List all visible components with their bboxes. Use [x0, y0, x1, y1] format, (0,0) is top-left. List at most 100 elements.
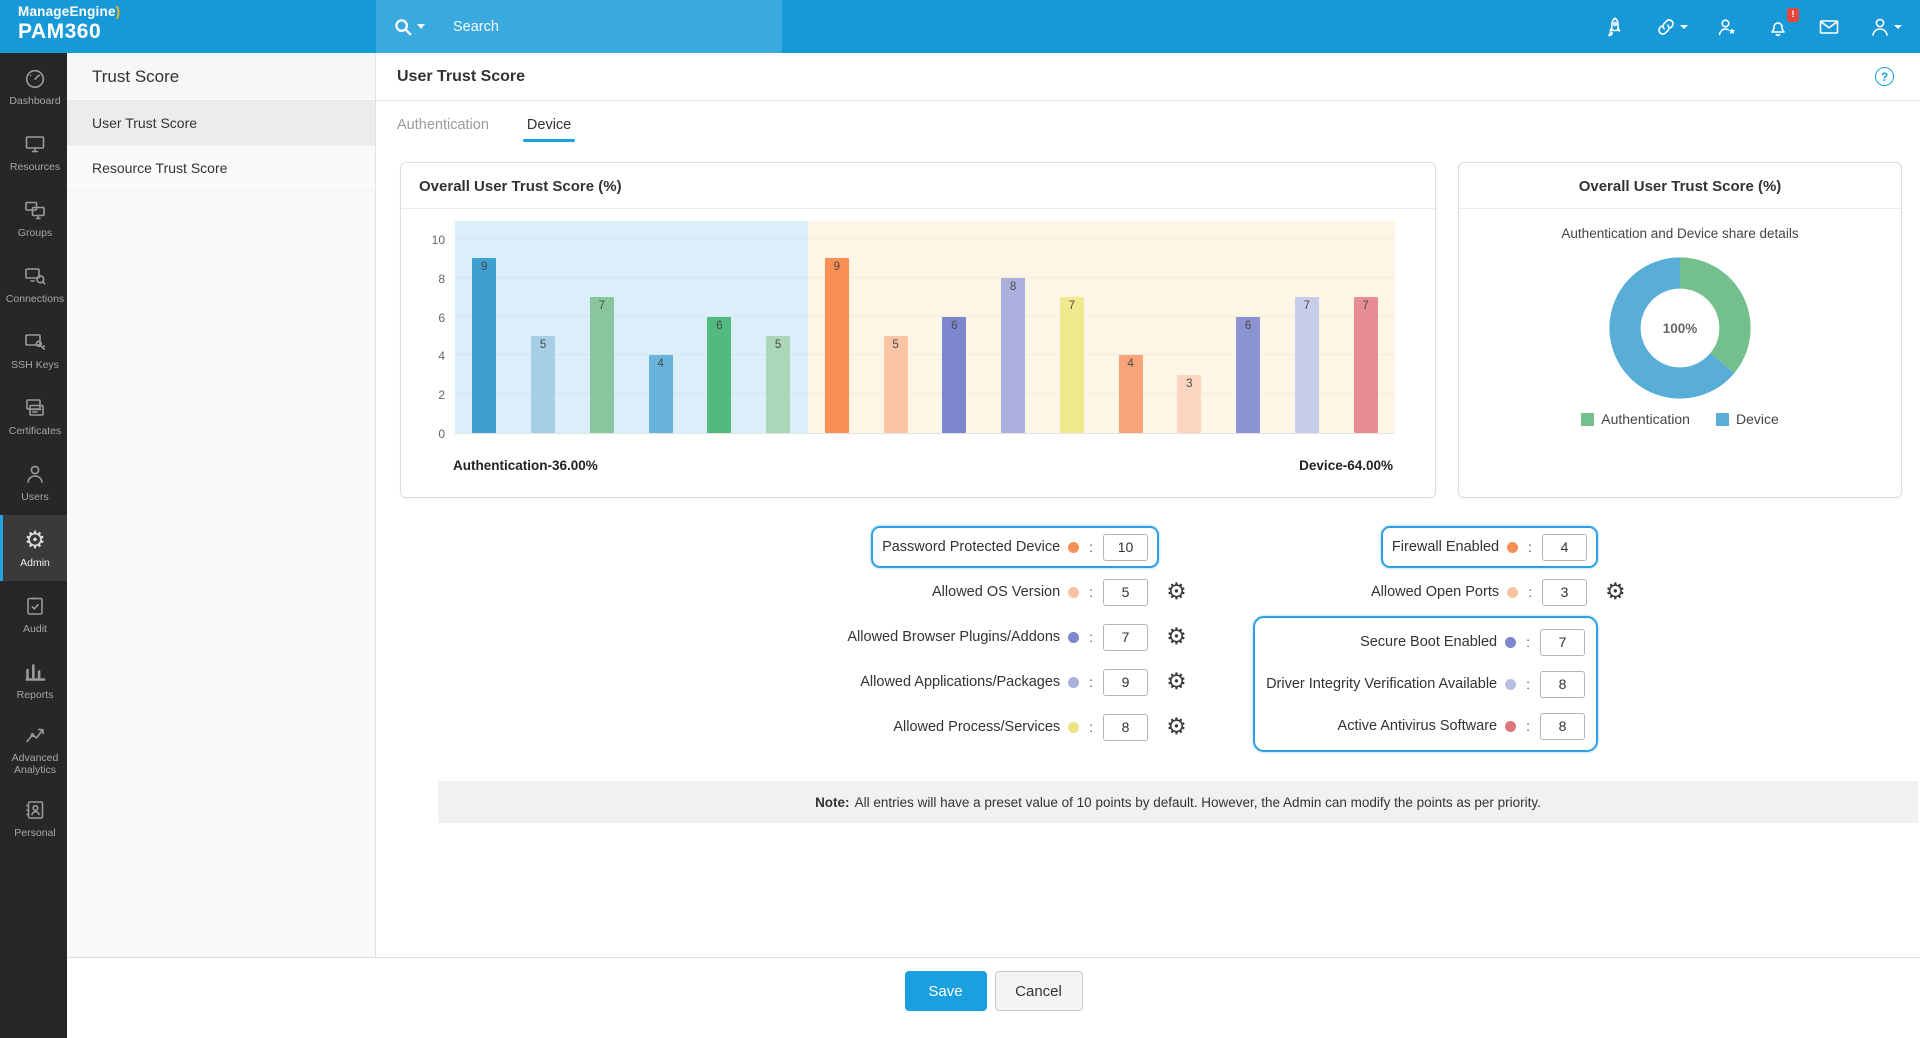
sidebar-item-label: Personal — [14, 827, 56, 840]
search-scope-caret-icon[interactable] — [417, 24, 425, 29]
legend-item-device: Device — [1715, 411, 1779, 427]
brand-logo[interactable]: ManageEngine) PAM360 — [18, 4, 121, 43]
points-input-allowed-os-version[interactable] — [1103, 578, 1149, 606]
row-box-allowed-process-services: Allowed Process/Services: — [882, 706, 1159, 748]
cancel-button[interactable]: Cancel — [994, 971, 1083, 1011]
row-box-allowed-open-ports: Allowed Open Ports: — [1360, 571, 1598, 613]
sidebar-item-dashboard[interactable]: Dashboard — [0, 53, 67, 119]
field-label-secure-boot-enabled: Secure Boot Enabled — [1360, 634, 1498, 650]
rocket-icon — [1603, 15, 1627, 39]
gear-slot: ⚙ — [1159, 623, 1193, 650]
sidebar-item-certificates[interactable]: Certificates — [0, 383, 67, 449]
divider — [1459, 208, 1901, 209]
gridline — [455, 393, 1395, 395]
points-input-active-antivirus-software[interactable] — [1540, 712, 1585, 740]
bar-value-label: 7 — [598, 300, 606, 313]
sidebar-item-resources[interactable]: Resources — [0, 119, 67, 185]
footer-bar: Save Cancel — [67, 957, 1920, 1038]
category-dot-icon — [1505, 678, 1517, 690]
rocket-icon[interactable] — [1603, 15, 1627, 39]
tab-authentication[interactable]: Authentication — [397, 117, 489, 133]
legend-label: Authentication — [1601, 411, 1690, 427]
brand-line2: PAM360 — [18, 19, 102, 43]
points-input-firewall-enabled[interactable] — [1542, 533, 1587, 561]
settings-gear-icon-allowed-browser-plugins-addons[interactable]: ⚙ — [1166, 623, 1187, 650]
points-input-allowed-browser-plugins-addons[interactable] — [1103, 623, 1149, 651]
donut-legend: Authentication Device — [1459, 411, 1901, 427]
field-label-allowed-browser-plugins-addons: Allowed Browser Plugins/Addons — [847, 629, 1061, 645]
bar-value-label: 5 — [539, 339, 547, 351]
global-search[interactable] — [376, 0, 782, 53]
sidebar-item-users[interactable]: Users — [0, 449, 67, 515]
y-axis-labels: 0 2 4 6 8 10 — [411, 221, 455, 441]
nav-item-user-trust-score[interactable]: User Trust Score — [67, 101, 375, 146]
gridline — [455, 238, 1395, 239]
points-input-allowed-process-services[interactable] — [1103, 713, 1149, 741]
search-icon[interactable] — [392, 16, 414, 38]
tabs-bar: Authentication Device — [376, 101, 1920, 146]
settings-gear-icon-allowed-os-version[interactable]: ⚙ — [1166, 578, 1187, 605]
link-icon[interactable] — [1654, 15, 1688, 39]
sidebar-item-label: Admin — [20, 556, 50, 569]
bar-slot: 7 — [573, 221, 632, 433]
y-tick-label: 8 — [438, 271, 445, 286]
divider — [401, 208, 1435, 209]
points-input-password-protected-device[interactable] — [1103, 533, 1149, 561]
sidebar-item-reports[interactable]: Reports — [0, 647, 67, 713]
share-labels: Authentication-36.00% Device-64.00% — [453, 458, 1393, 473]
points-input-allowed-open-ports[interactable] — [1542, 578, 1587, 606]
bar-chart-title: Overall User Trust Score (%) — [419, 178, 622, 195]
bar-value-label: 6 — [716, 319, 723, 332]
bell-icon[interactable]: ! — [1766, 7, 1799, 39]
sidebar-item-admin[interactable]: ⚙ Admin — [0, 515, 67, 581]
save-button[interactable]: Save — [904, 971, 987, 1011]
bar-value-label: 4 — [657, 358, 664, 371]
points-input-secure-boot-enabled[interactable] — [1540, 628, 1585, 656]
y-tick-label: 6 — [438, 310, 445, 325]
sidebar-item-label: Reports — [16, 688, 54, 701]
help-icon[interactable]: ? — [1875, 67, 1894, 86]
settings-gear-icon-allowed-process-services[interactable]: ⚙ — [1166, 713, 1187, 740]
user-icon — [23, 462, 47, 486]
sidebar-item-advanced-analytics[interactable]: Advanced Analytics — [0, 713, 67, 785]
form-group-row: Secure Boot Enabled:Driver Integrity Ver… — [1253, 616, 1632, 752]
note-text: All entries will have a preset value of … — [854, 794, 1541, 810]
profile-icon[interactable] — [1868, 15, 1902, 39]
settings-gear-icon-allowed-applications-packages[interactable]: ⚙ — [1166, 668, 1187, 695]
colon-separator: : — [1089, 719, 1094, 735]
legend-swatch — [1715, 412, 1729, 426]
points-input-allowed-applications-packages[interactable] — [1103, 668, 1149, 696]
sidebar-item-groups[interactable]: Groups — [0, 185, 67, 251]
device-share-label: Device-64.00% — [1299, 458, 1393, 473]
sidebar-item-audit[interactable]: Audit — [0, 581, 67, 647]
category-dot-icon — [1068, 541, 1080, 553]
monitors-icon — [23, 198, 47, 222]
form-column-left: Password Protected Device:Allowed OS Ver… — [836, 526, 1193, 755]
legend-item-authentication: Authentication — [1581, 411, 1690, 427]
mail-icon[interactable] — [1817, 15, 1841, 39]
row-box-allowed-os-version: Allowed OS Version: — [921, 571, 1159, 613]
colon-separator: : — [1526, 718, 1530, 734]
tab-device[interactable]: Device — [522, 117, 576, 146]
colon-separator: : — [1528, 539, 1532, 555]
bar-device: 7 — [1353, 297, 1378, 433]
legend-label: Device — [1735, 411, 1779, 427]
colon-separator: : — [1089, 584, 1094, 600]
search-input[interactable] — [453, 18, 753, 35]
sidebar-item-personal[interactable]: Personal — [0, 785, 67, 851]
y-tick-label: 0 — [438, 427, 445, 441]
points-input-driver-integrity-verification-available[interactable] — [1540, 670, 1585, 698]
topbar-icons: ! — [1603, 0, 1902, 53]
bar-slot: 5 — [749, 221, 808, 433]
brand-line1: ManageEngine) — [18, 4, 121, 19]
sidebar-item-ssh-keys[interactable]: SSH Keys — [0, 317, 67, 383]
bar-slot: 6 — [1219, 221, 1278, 433]
sidebar-item-label: Certificates — [8, 424, 62, 437]
nav-item-resource-trust-score[interactable]: Resource Trust Score — [67, 146, 375, 191]
settings-gear-icon-allowed-open-ports[interactable]: ⚙ — [1605, 578, 1626, 605]
bar-authentication: 7 — [589, 297, 614, 433]
sidebar-item-connections[interactable]: Connections — [0, 251, 67, 317]
bar-value-label: 5 — [774, 339, 782, 351]
user-star-icon[interactable] — [1715, 15, 1739, 39]
colon-separator: : — [1528, 584, 1532, 600]
